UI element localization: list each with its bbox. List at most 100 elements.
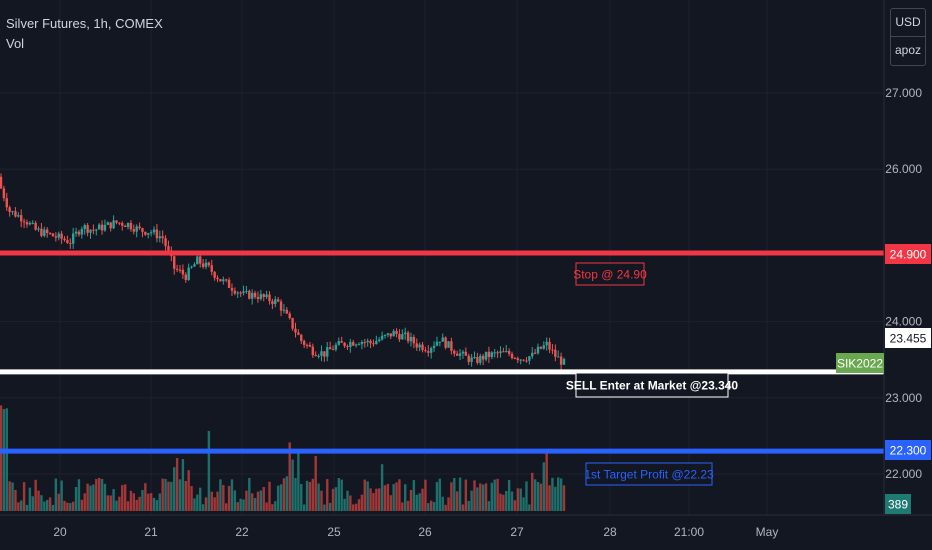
x-tick-label: 22: [235, 525, 249, 539]
candle-body: [300, 334, 303, 341]
volume-bar: [0, 405, 3, 511]
candle-body: [187, 267, 190, 280]
volume-bar: [404, 484, 407, 511]
x-tick-label: 21:00: [674, 525, 704, 539]
candle-body: [481, 355, 485, 360]
candle-body: [100, 224, 104, 231]
candle-body: [519, 359, 522, 361]
candle-body: [77, 231, 81, 235]
candle-body: [378, 339, 381, 342]
entry-annotation-box[interactable]: [575, 372, 729, 398]
candle-body: [328, 347, 332, 350]
currency-button[interactable]: USD: [891, 9, 925, 37]
candle-body: [48, 233, 52, 235]
candle-body: [493, 352, 496, 354]
volume-bar: [510, 491, 514, 511]
volume-bar: [308, 482, 312, 511]
volume-bar: [415, 494, 418, 511]
candle-body: [363, 342, 366, 344]
candle-body: [207, 262, 211, 266]
symbol-title[interactable]: Silver Futures, 1h, COMEX: [6, 16, 163, 31]
horizontal-levels: Stop @ 24.90 SELL Enter at Market @23.340…: [0, 250, 884, 486]
candle-body: [219, 279, 222, 282]
volume-bar: [380, 464, 384, 511]
volume-bar: [77, 479, 81, 511]
candle-body: [375, 341, 378, 345]
volume-bar: [507, 479, 511, 511]
candle-body: [398, 334, 401, 340]
stop-annotation-box[interactable]: [575, 262, 645, 286]
volume-bar: [305, 480, 309, 511]
volume-bar: [132, 493, 136, 511]
y-tick-label: 27.000: [885, 86, 922, 100]
volume-bar: [481, 484, 485, 511]
candle-body: [285, 309, 289, 314]
volume-bar: [484, 483, 488, 511]
volume-bar: [378, 488, 381, 511]
candle-body: [17, 215, 20, 217]
volume-bar: [262, 486, 265, 511]
volume-bar: [476, 487, 479, 511]
volume-bar: [20, 500, 23, 511]
candle-body: [216, 277, 219, 280]
volume-bar: [11, 482, 14, 511]
candle-body: [380, 335, 384, 340]
candle-body: [545, 341, 548, 346]
volume-bar: [467, 500, 470, 511]
volume-bar: [551, 477, 554, 511]
scale-mode-button[interactable]: apoz: [894, 43, 922, 57]
candle-body: [496, 352, 499, 354]
candle-body: [11, 211, 14, 213]
volume-bar: [268, 481, 271, 511]
volume-bar: [326, 479, 329, 511]
volume-bar: [464, 479, 468, 511]
volume-bar: [395, 482, 398, 511]
volume-bar: [222, 485, 225, 511]
candle-body: [464, 351, 468, 356]
candle-body: [268, 294, 271, 302]
volume-bar: [418, 493, 421, 511]
time-axis[interactable]: 20 21 22 25 26 27 28 21:00 May: [53, 525, 778, 539]
volume-bar: [279, 484, 283, 511]
volume-bar: [31, 496, 34, 511]
candle-body: [531, 352, 534, 357]
volume-bar: [95, 478, 98, 511]
target-annotation-box[interactable]: [585, 462, 713, 486]
candle-body: [302, 340, 306, 345]
candle-body: [167, 246, 170, 251]
candle-body: [271, 301, 274, 305]
volume-bar: [219, 479, 222, 511]
candle-body: [395, 330, 398, 335]
candle-body: [173, 256, 176, 269]
candle-body: [337, 341, 340, 345]
candle-body: [45, 229, 49, 234]
candle-body: [539, 346, 543, 349]
volume-bar: [40, 495, 43, 511]
volume-bar: [271, 504, 274, 511]
candle-body: [123, 225, 127, 228]
volume-bars: [0, 405, 566, 511]
candle-body: [92, 229, 95, 231]
candle-body: [548, 341, 551, 350]
volume-bar: [429, 500, 433, 511]
candle-body: [259, 294, 263, 299]
candle-body: [507, 350, 511, 354]
volume-bar: [360, 494, 364, 511]
symbol-tag: [836, 353, 884, 373]
volume-bar: [97, 477, 101, 511]
volume-bar: [22, 482, 26, 511]
candle-body: [386, 333, 390, 335]
volume-bar: [545, 449, 548, 511]
volume-bar: [201, 504, 205, 511]
volume-bar: [129, 490, 133, 511]
candle-body: [175, 268, 179, 270]
volume-bar: [499, 493, 502, 511]
candle-body: [559, 356, 563, 365]
candle-body: [369, 340, 372, 344]
candle-body: [80, 228, 84, 235]
volume-indicator-label[interactable]: Vol: [6, 36, 25, 51]
candle-body: [392, 330, 395, 337]
volume-bar: [458, 477, 462, 511]
volume-bar: [8, 481, 11, 511]
